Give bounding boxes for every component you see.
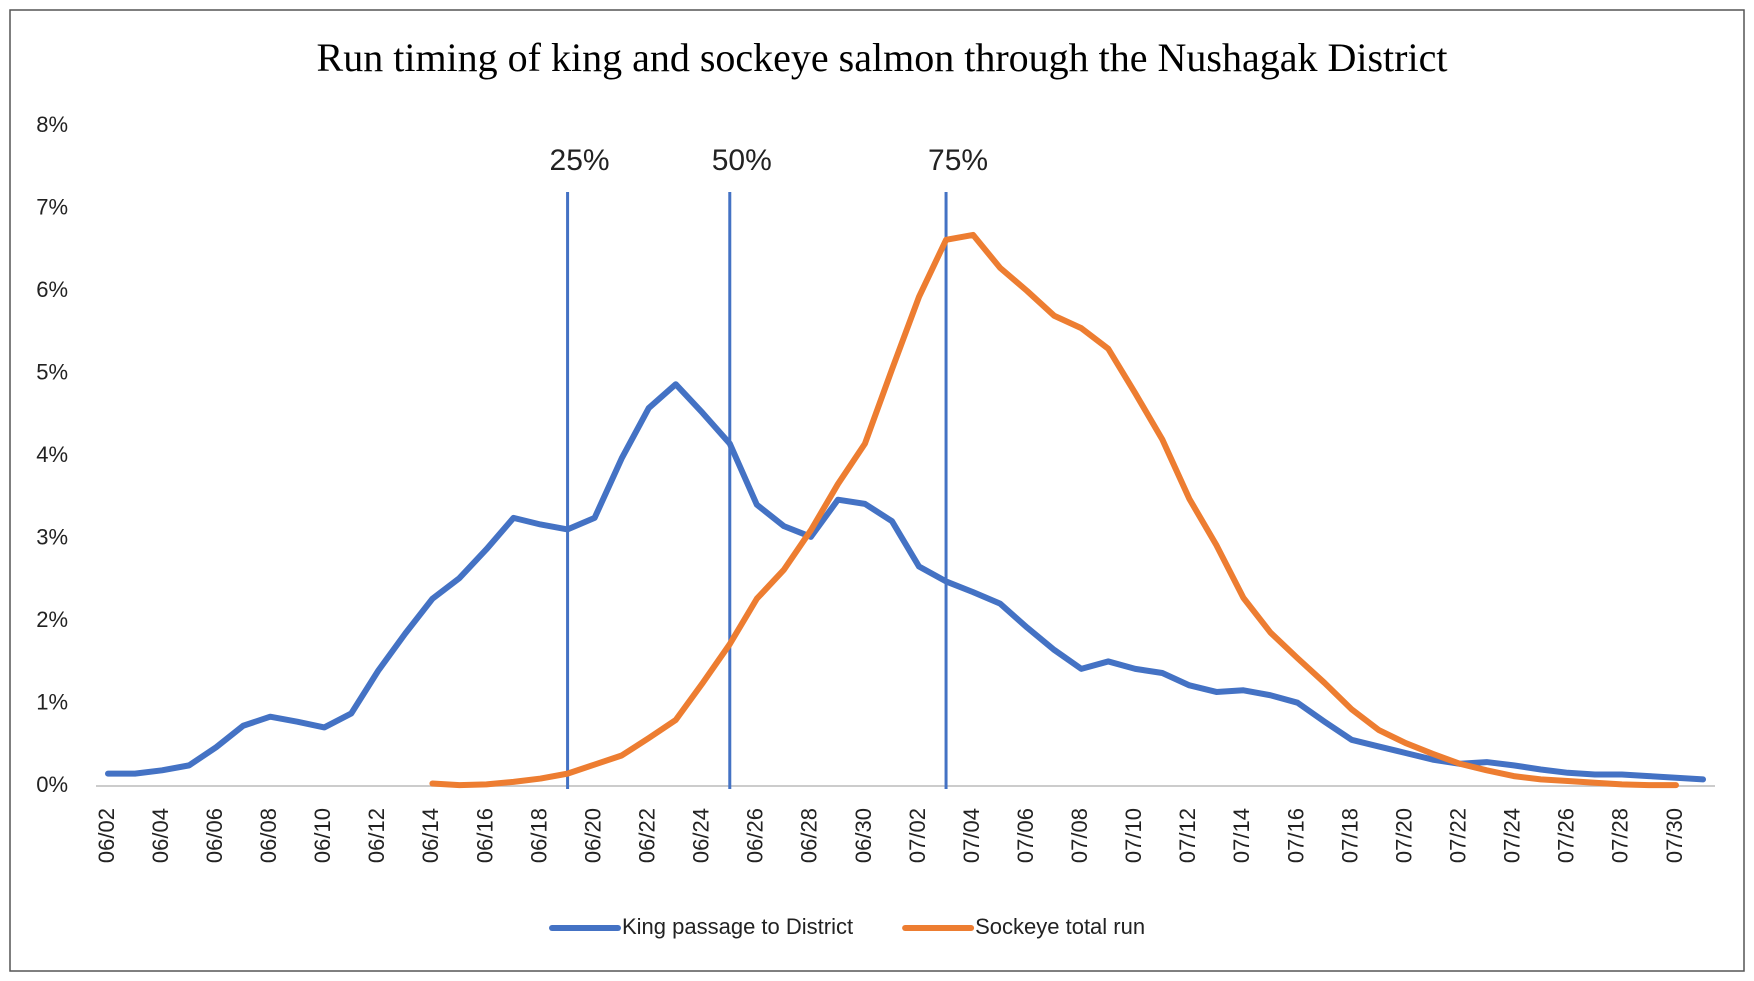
x-tick-label: 07/30	[1662, 808, 1687, 863]
y-tick-label: 5%	[36, 359, 68, 384]
y-tick-label: 2%	[36, 607, 68, 632]
y-tick-label: 7%	[36, 194, 68, 219]
x-tick-label: 07/02	[905, 808, 930, 863]
x-tick-label: 07/04	[959, 808, 984, 863]
x-tick-label: 06/06	[202, 808, 227, 863]
x-tick-label: 06/10	[310, 808, 335, 863]
x-tick-label: 06/24	[689, 808, 714, 863]
x-tick-label: 06/30	[851, 808, 876, 863]
x-tick-label: 07/18	[1337, 808, 1362, 863]
x-tick-label: 06/22	[634, 808, 659, 863]
x-tick-label: 06/20	[580, 808, 605, 863]
x-tick-label: 07/26	[1554, 808, 1579, 863]
x-tick-label: 07/12	[1175, 808, 1200, 863]
x-tick-label: 06/12	[364, 808, 389, 863]
y-tick-label: 4%	[36, 442, 68, 467]
legend-label: Sockeye total run	[975, 914, 1145, 939]
x-tick-label: 06/14	[418, 808, 443, 863]
chart-border	[9, 9, 1745, 972]
series-line	[429, 231, 1679, 789]
x-tick-label: 07/28	[1608, 808, 1633, 863]
legend-label: King passage to District	[622, 914, 853, 939]
y-tick-label: 0%	[36, 772, 68, 797]
x-tick-label: 07/10	[1121, 808, 1146, 863]
x-tick-label: 06/02	[94, 808, 119, 863]
chart-title: Run timing of king and sockeye salmon th…	[317, 35, 1448, 80]
x-tick-label: 06/18	[526, 808, 551, 863]
annotation-label: 75%	[928, 144, 988, 177]
x-tick-label: 07/08	[1067, 808, 1092, 863]
x-tick-label: 07/22	[1446, 808, 1471, 863]
x-tick-label: 06/26	[743, 808, 768, 863]
x-tick-label: 07/06	[1013, 808, 1038, 863]
annotation-label: 25%	[550, 144, 610, 177]
x-tick-label: 06/04	[148, 808, 173, 863]
x-tick-label: 07/16	[1283, 808, 1308, 863]
x-tick-label: 06/28	[797, 808, 822, 863]
y-tick-label: 1%	[36, 689, 68, 714]
x-tick-label: 07/20	[1391, 808, 1416, 863]
x-tick-label: 07/24	[1500, 808, 1525, 863]
y-tick-label: 6%	[36, 277, 68, 302]
x-tick-label: 07/14	[1229, 808, 1254, 863]
x-tick-label: 06/16	[472, 808, 497, 863]
annotation-label: 50%	[712, 144, 772, 177]
x-tick-label: 06/08	[256, 808, 281, 863]
y-tick-label: 8%	[36, 112, 68, 137]
series-line	[105, 381, 1706, 783]
y-tick-label: 3%	[36, 524, 68, 549]
